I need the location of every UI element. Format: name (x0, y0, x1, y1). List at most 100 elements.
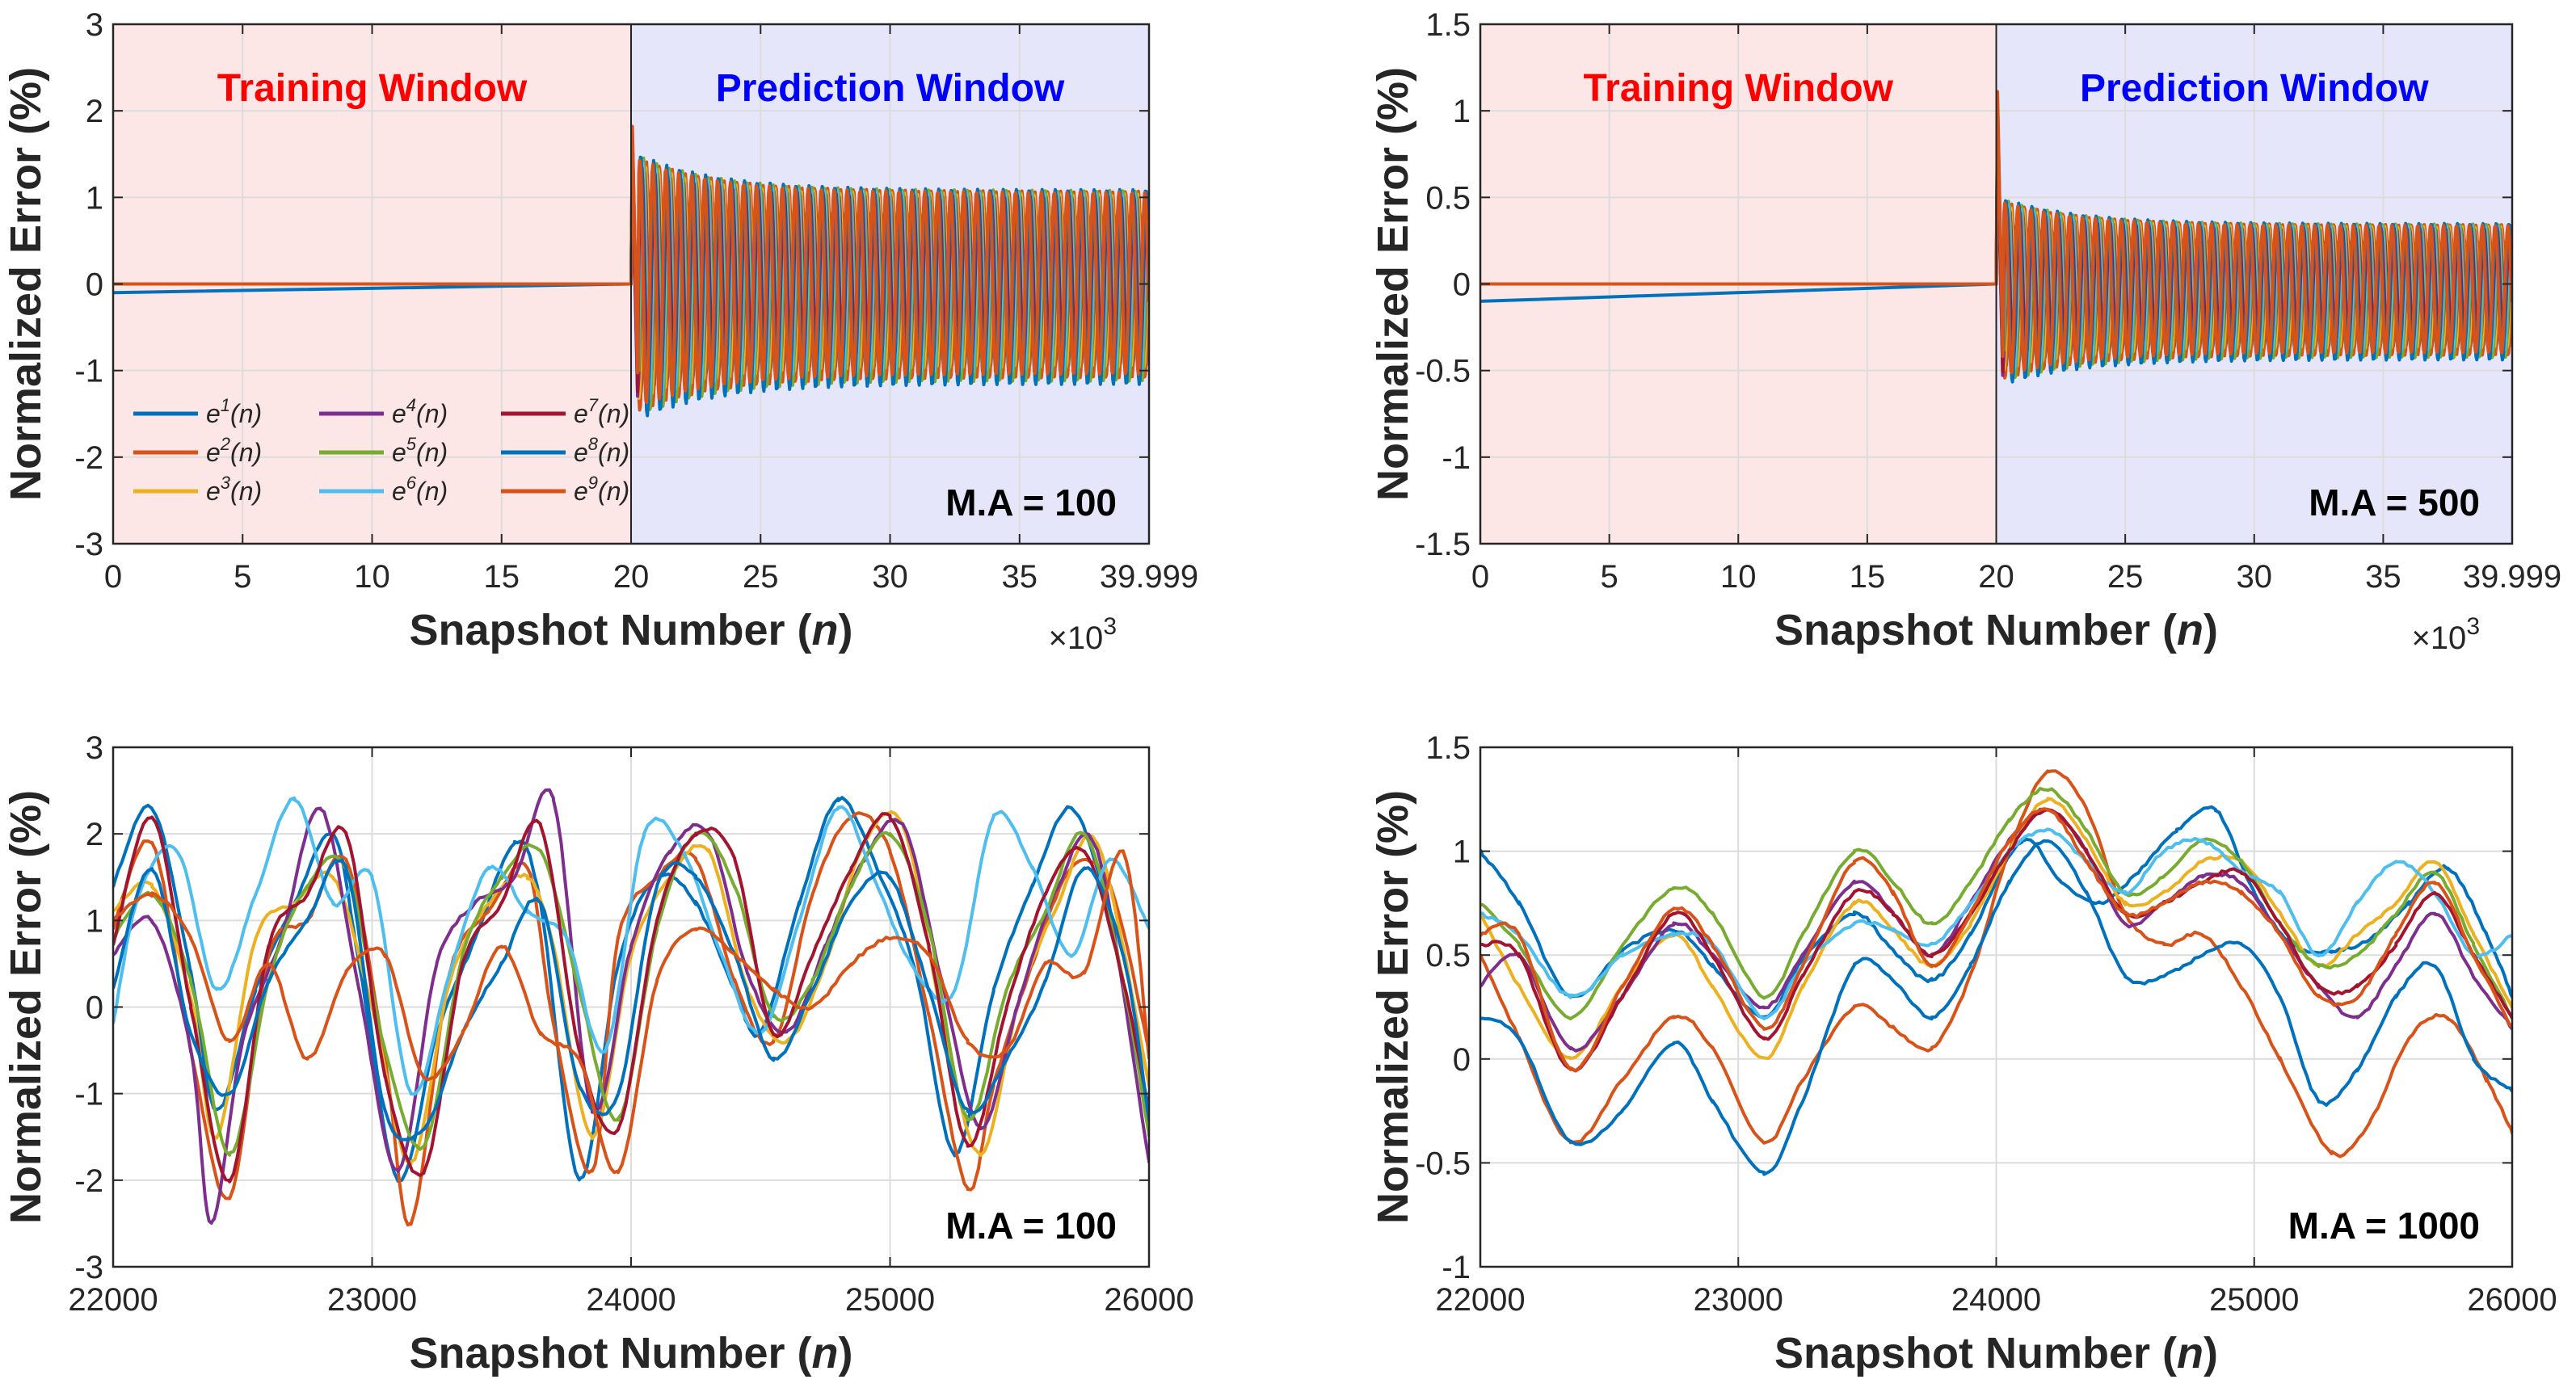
x-tick-label: 26000 (2467, 1282, 2557, 1318)
x-multiplier: ×103 (1048, 613, 1117, 656)
y-axis-label: Normalized Error (%) (1369, 67, 1417, 501)
y-tick-label: -2 (74, 440, 103, 476)
x-tick-label: 30 (872, 559, 908, 595)
y-tick-label: 1.5 (1425, 7, 1471, 43)
y-axis-label: Normalized Error (%) (2, 790, 50, 1224)
legend-arg: (n) (598, 399, 629, 428)
legend-arg: (n) (416, 477, 448, 506)
x-tick-label: 24000 (586, 1282, 676, 1318)
x-tick-label: 0 (1471, 559, 1489, 595)
chart-panel-bottom-left: 22000 23000 24000 25000 26000 -3 -2 -1 0 1 2 3 Snaps… (2, 730, 1194, 1377)
x-axis-label-var: n (812, 1329, 839, 1377)
x-multiplier-base: ×10 (1048, 620, 1103, 656)
y-tick-label: 0.5 (1425, 938, 1471, 974)
series-group (1480, 769, 2512, 1176)
legend-arg: (n) (598, 438, 629, 467)
legend-label-4: e4(n) (392, 395, 448, 428)
legend-arg: (n) (416, 399, 448, 428)
x-multiplier: ×103 (2411, 613, 2480, 656)
x-tick-label: 35 (1002, 559, 1038, 595)
x-tick-label: 35 (2365, 559, 2401, 595)
x-tick-label: 5 (234, 559, 251, 595)
x-tick-label: 25000 (2209, 1282, 2299, 1318)
x-axis-label: Snapshot Number (n) (409, 1329, 852, 1377)
y-tick-label: -3 (74, 1250, 103, 1285)
x-tick-label: 20 (1978, 559, 2014, 595)
y-tick-label: 2 (86, 94, 103, 129)
y-tick-label: -3 (74, 527, 103, 562)
series-group (113, 788, 1149, 1227)
series-line-9 (1480, 90, 2512, 375)
series-line-7 (113, 812, 1149, 1184)
legend: e1(n)e2(n)e3(n)e4(n)e5(n)e6(n)e7(n)e8(n)… (133, 395, 629, 506)
chart-panel-bottom-right: 22000 23000 24000 25000 26000 -1 -0.5 0 0.5 1 1.5 S… (1369, 730, 2557, 1377)
x-tick-label: 30 (2237, 559, 2273, 595)
legend-arg: (n) (230, 438, 262, 467)
x-tick-label: 39.999 (2463, 559, 2561, 595)
legend-sup: 2 (220, 434, 230, 454)
x-axis-label: Snapshot Number (n) (1774, 606, 2218, 654)
x-axis-label-close: ) (2203, 606, 2218, 654)
y-tick-label: 0 (1453, 1042, 1471, 1078)
legend-base: e (574, 438, 588, 467)
x-tick-label: 0 (104, 559, 122, 595)
legend-base: e (392, 399, 406, 428)
legend-label-9: e9(n) (574, 473, 629, 506)
y-axis-label: Normalized Error (%) (1369, 790, 1417, 1224)
x-axis-label-main: Snapshot Number ( (1774, 1329, 2177, 1377)
moving-average-annotation: M.A = 100 (945, 482, 1117, 524)
legend-sup: 5 (406, 434, 417, 454)
legend-base: e (206, 399, 221, 428)
series-line-8 (113, 859, 1149, 1142)
x-axis-label-close: ) (2203, 1329, 2218, 1377)
series-line-9 (113, 124, 1149, 405)
x-multiplier-exp: 3 (1103, 613, 1117, 640)
x-tick-label: 10 (1720, 559, 1757, 595)
y-tick-label: 1 (86, 180, 103, 216)
x-axis-label-var: n (812, 606, 839, 654)
legend-sup: 8 (588, 434, 599, 454)
y-tick-label: 1 (1453, 835, 1471, 870)
series-line-6 (1480, 827, 2512, 1020)
x-tick-label: 20 (613, 559, 650, 595)
y-tick-label: -1.5 (1415, 527, 1471, 562)
legend-label-3: e3(n) (206, 473, 262, 506)
y-tick-label: 1.5 (1425, 730, 1471, 766)
y-tick-label: -0.5 (1415, 1146, 1471, 1181)
y-tick-label: 2 (86, 817, 103, 852)
series-line-5 (1480, 787, 2512, 1020)
x-tick-label: 26000 (1104, 1282, 1193, 1318)
legend-arg: (n) (416, 438, 448, 467)
series-group (1480, 90, 2512, 384)
x-tick-label: 25 (743, 559, 779, 595)
series-line-6 (113, 796, 1149, 1096)
prediction-window-label: Prediction Window (2080, 67, 2429, 110)
moving-average-annotation: M.A = 100 (945, 1205, 1117, 1247)
x-axis-label-main: Snapshot Number ( (409, 606, 811, 654)
series-group (113, 124, 1149, 418)
legend-label-8: e8(n) (574, 434, 629, 467)
series-line-9 (1480, 807, 2512, 1073)
x-tick-label: 22000 (68, 1282, 158, 1318)
y-tick-label: 0 (1453, 267, 1471, 303)
moving-average-annotation: M.A = 500 (2309, 482, 2480, 524)
x-tick-label: 15 (1850, 559, 1886, 595)
x-tick-label: 22000 (1435, 1282, 1525, 1318)
y-tick-label: 0.5 (1425, 180, 1471, 216)
training-window-label: Training Window (217, 67, 528, 110)
y-tick-label: -1 (74, 354, 103, 389)
y-tick-label: 0 (86, 990, 103, 1026)
x-tick-label: 24000 (1951, 1282, 2041, 1318)
legend-base: e (206, 477, 221, 506)
x-multiplier-exp: 3 (2466, 613, 2480, 640)
y-tick-label: 3 (86, 7, 103, 43)
y-tick-label: -1 (1442, 440, 1471, 476)
x-tick-label: 10 (354, 559, 390, 595)
y-tick-label: -2 (74, 1163, 103, 1199)
x-axis-label-close: ) (839, 606, 853, 654)
prediction-window-label: Prediction Window (716, 67, 1065, 110)
y-tick-label: -1 (74, 1077, 103, 1112)
legend-arg: (n) (230, 399, 262, 428)
